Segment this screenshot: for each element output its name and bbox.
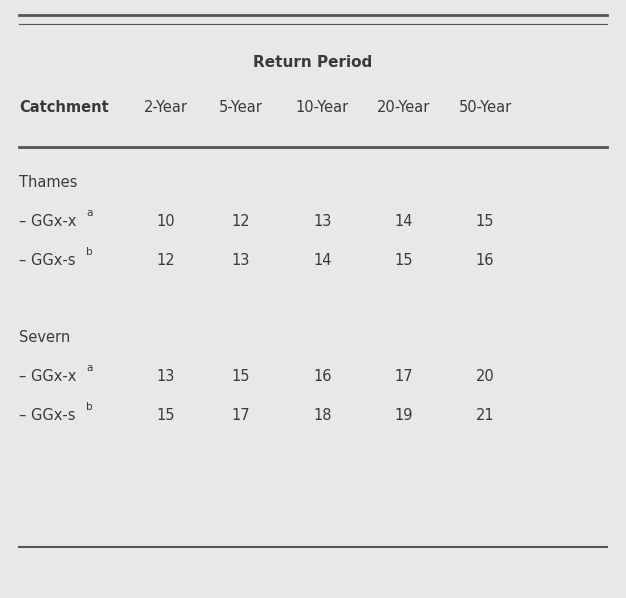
Text: – GGx-x: – GGx-x [19,213,76,229]
Text: 5-Year: 5-Year [219,100,263,115]
Text: b: b [86,402,93,412]
Text: 13: 13 [313,213,332,229]
Text: 14: 14 [313,252,332,268]
Text: 12: 12 [156,252,175,268]
Text: b: b [86,247,93,257]
Text: 15: 15 [476,213,495,229]
Text: – GGx-s: – GGx-s [19,252,75,268]
Text: 14: 14 [394,213,413,229]
Text: 20: 20 [476,369,495,385]
Text: Catchment: Catchment [19,100,108,115]
Text: Thames: Thames [19,175,77,190]
Text: 16: 16 [476,252,495,268]
Text: 17: 17 [232,408,250,423]
Text: 20-Year: 20-Year [377,100,431,115]
Text: 16: 16 [313,369,332,385]
Text: 13: 13 [156,369,175,385]
Text: 15: 15 [156,408,175,423]
Text: Severn: Severn [19,330,70,346]
Text: a: a [86,208,93,218]
Text: 10: 10 [156,213,175,229]
Text: – GGx-s: – GGx-s [19,408,75,423]
Text: 2-Year: 2-Year [144,100,188,115]
Text: 12: 12 [232,213,250,229]
Text: 15: 15 [394,252,413,268]
Text: 13: 13 [232,252,250,268]
Text: Return Period: Return Period [254,55,372,71]
Text: 15: 15 [232,369,250,385]
Text: – GGx-x: – GGx-x [19,369,76,385]
Text: a: a [86,364,93,373]
Text: 19: 19 [394,408,413,423]
Text: 17: 17 [394,369,413,385]
Text: 10-Year: 10-Year [295,100,349,115]
Text: 21: 21 [476,408,495,423]
Text: 18: 18 [313,408,332,423]
Text: 50-Year: 50-Year [458,100,512,115]
